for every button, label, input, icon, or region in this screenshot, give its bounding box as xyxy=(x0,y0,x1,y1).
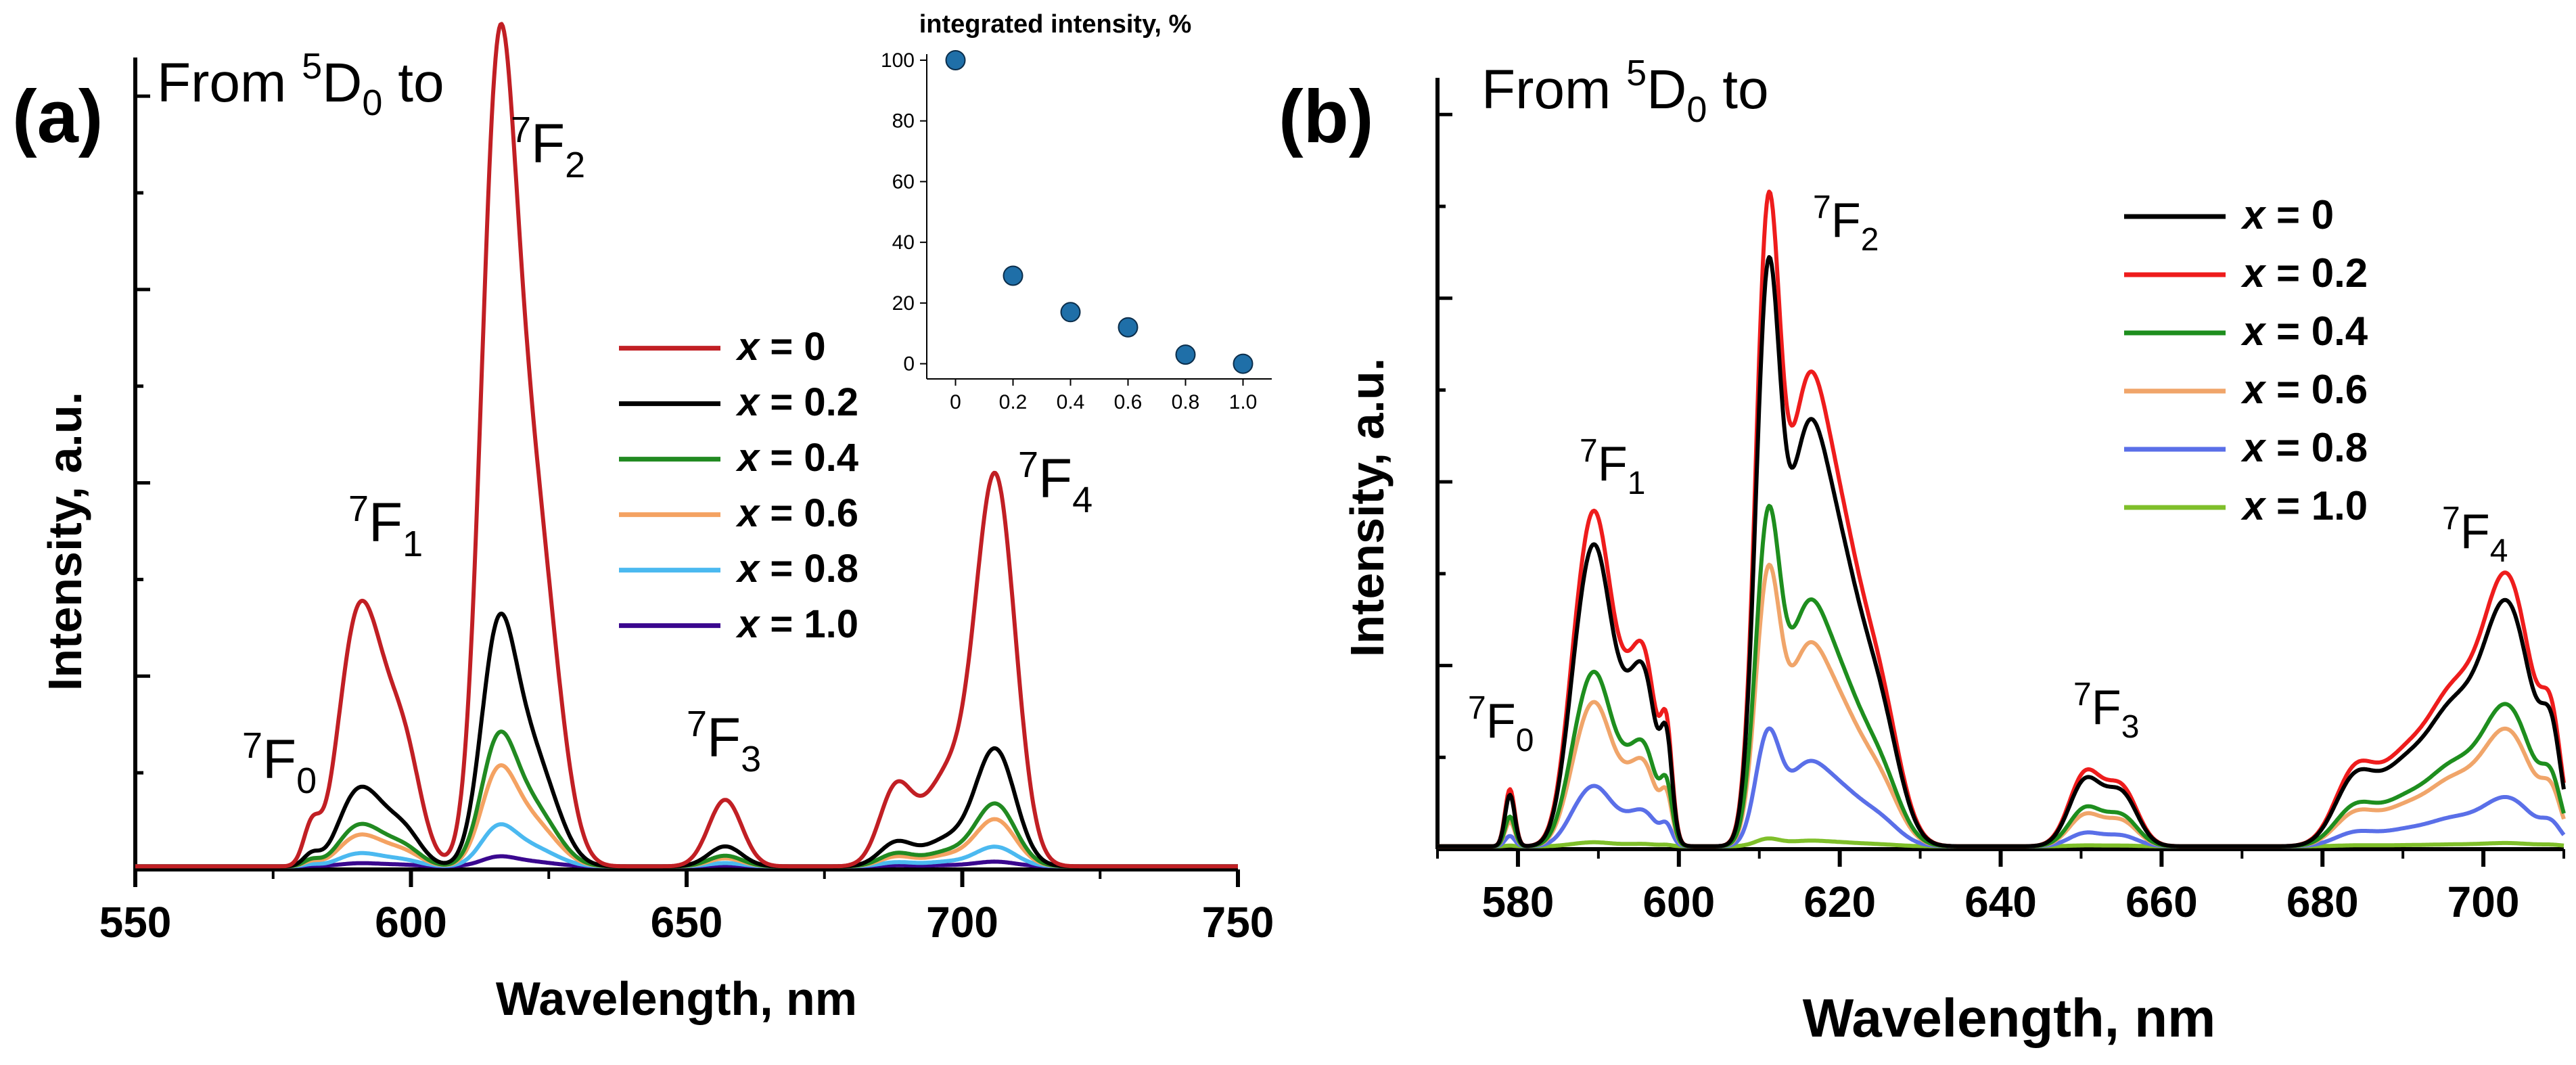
panel-a-label: (a) xyxy=(12,75,103,158)
panel-b-title: From 5D0 to xyxy=(1481,53,1769,130)
panel-b-label: (b) xyxy=(1279,75,1373,158)
inset-point xyxy=(1060,302,1081,323)
panel-a-legend-label: x = 0.8 xyxy=(735,547,858,591)
panel-b-series-group xyxy=(1436,189,2566,848)
panel-b: (b) From 5D0 to 580 600 620 640 660 680 700 Wa… xyxy=(1279,53,2566,1048)
panel-a-axes: 550 600 650 700 750 xyxy=(99,58,1274,947)
inset-x-tick-label: 0.2 xyxy=(999,391,1028,413)
inset-x-tick-label: 0.6 xyxy=(1114,391,1143,413)
panel-a-label-7f4: 7F4 xyxy=(1018,445,1092,520)
panel-a-x-axis-label: Wavelength, nm xyxy=(496,972,857,1025)
panel-b-label-7f3: 7F3 xyxy=(2073,677,2139,745)
panel-b-x-tick-label: 680 xyxy=(2286,878,2359,926)
panel-b-legend: x = 0 x = 0.2 x = 0.4 x = 0.6 x = 0.8 x = 1.0 xyxy=(2124,192,2368,528)
panel-b-x-tick-label: 580 xyxy=(1482,878,1555,926)
panel-b-x-tick-label: 700 xyxy=(2447,878,2520,926)
panel-a-title-main: From xyxy=(157,52,302,114)
panel-a-title-sub: 0 xyxy=(362,83,382,123)
panel-b-legend-label: x = 1.0 xyxy=(2240,483,2368,528)
panel-a-x-tick-label: 550 xyxy=(99,898,172,947)
inset-y-tick-label: 100 xyxy=(881,49,915,72)
inset-y-tick-label: 20 xyxy=(892,292,915,315)
panel-a-x-tick-label: 750 xyxy=(1202,898,1274,947)
panel-b-label-7f0: 7F0 xyxy=(1468,690,1534,758)
panel-a-y-ticks xyxy=(135,94,150,871)
panel-b-axes: 580 600 620 640 660 680 700 xyxy=(1435,78,2565,926)
panel-b-series-x-0 xyxy=(1436,255,2566,848)
panel-b-title-sub: 0 xyxy=(1686,89,1707,130)
panel-a-label-7f2: 7F2 xyxy=(511,110,585,185)
panel-a-series-x-0 xyxy=(134,22,1239,869)
panel-b-legend-label: x = 0.8 xyxy=(2240,425,2368,470)
panel-b-legend-label: x = 0.4 xyxy=(2240,309,2368,354)
inset-point xyxy=(1233,353,1254,374)
panel-a-y-axis-label: Intensity, a.u. xyxy=(39,392,91,691)
panel-a-x-tick-label: 600 xyxy=(375,898,447,947)
inset-x-tick-label: 1.0 xyxy=(1229,391,1258,413)
panel-b-legend-label: x = 0 xyxy=(2240,192,2334,237)
panel-a-series-group xyxy=(134,22,1239,869)
inset-y-tick-label: 40 xyxy=(892,231,915,254)
inset-x-tick-label: 0 xyxy=(950,391,961,413)
panel-a-legend-label: x = 0.2 xyxy=(735,380,858,424)
panel-a-label-7f1: 7F1 xyxy=(348,489,423,564)
panel-a-legend: x = 0 x = 0.2 x = 0.4 x = 0.6 x = 0.8 x = 1.0 xyxy=(619,325,858,646)
panel-b-label-7f2: 7F2 xyxy=(1813,189,1879,258)
inset-point xyxy=(1118,317,1138,338)
inset-y-tick-label: 80 xyxy=(892,110,915,133)
panel-b-title-main: From xyxy=(1481,59,1626,120)
panel-b-title-letter: D xyxy=(1647,59,1686,120)
panel-b-x-ticks: 580 600 620 640 660 680 700 xyxy=(1436,849,2565,926)
inset-points xyxy=(945,49,1254,374)
inset-point xyxy=(945,49,966,70)
panel-a-title-tail: to xyxy=(382,52,444,114)
panel-b-x-tick-label: 640 xyxy=(1964,878,2037,926)
inset-y-tick-label: 60 xyxy=(892,171,915,193)
panel-a-x-tick-label: 700 xyxy=(926,898,998,947)
panel-a-x-ticks: 550 600 650 700 750 xyxy=(99,869,1274,947)
inset-point xyxy=(1175,344,1196,365)
panel-b-label-7f1: 7F1 xyxy=(1580,433,1645,501)
panel-a-series-x-0-2 xyxy=(134,611,1239,869)
panel-b-x-tick-label: 660 xyxy=(2125,878,2198,926)
panel-b-x-tick-label: 620 xyxy=(1803,878,1876,926)
inset-ticks: 0 0.2 0.4 0.6 0.8 1.0 0 20 40 60 80 100 xyxy=(881,49,1257,413)
panel-b-legend-label: x = 0.2 xyxy=(2240,250,2368,296)
inset-point xyxy=(1003,265,1024,286)
panel-a-inset: integrated intensity, % 0 0.2 0.4 0.6 0.8 1.0… xyxy=(881,10,1272,413)
panel-b-title-sup: 5 xyxy=(1626,53,1647,93)
panel-b-x-axis-label: Wavelength, nm xyxy=(1803,988,2215,1048)
inset-y-tick-label: 0 xyxy=(903,353,915,376)
panel-b-label-7f4: 7F4 xyxy=(2442,501,2508,569)
inset-x-tick-label: 0.4 xyxy=(1057,391,1085,413)
panel-a-legend-label: x = 0.6 xyxy=(735,491,858,535)
inset-title: integrated intensity, % xyxy=(919,10,1192,39)
inset-x-tick-label: 0.8 xyxy=(1172,391,1200,413)
panel-b-title-tail: to xyxy=(1707,59,1768,120)
panel-b-x-tick-label: 600 xyxy=(1642,878,1715,926)
panel-a-label-7f0: 7F0 xyxy=(242,725,317,801)
panel-a-title-letter: D xyxy=(322,52,362,114)
panel-a: (a) From 5D0 to 550 600 650 700 750 Waveleng… xyxy=(12,10,1274,1025)
panel-a-x-tick-label: 650 xyxy=(651,898,723,947)
panel-a-label-7f3: 7F3 xyxy=(687,704,761,779)
panel-b-y-ticks xyxy=(1438,112,1452,851)
panel-b-legend-label: x = 0.6 xyxy=(2240,367,2368,412)
panel-b-y-axis-label: Intensity, a.u. xyxy=(1341,358,1394,657)
panel-a-legend-label: x = 0 xyxy=(735,325,826,369)
panel-a-title: From 5D0 to xyxy=(157,46,444,123)
panel-a-legend-label: x = 0.4 xyxy=(735,436,858,480)
panel-a-title-sup: 5 xyxy=(302,46,322,87)
panel-a-legend-label: x = 1.0 xyxy=(735,602,858,646)
